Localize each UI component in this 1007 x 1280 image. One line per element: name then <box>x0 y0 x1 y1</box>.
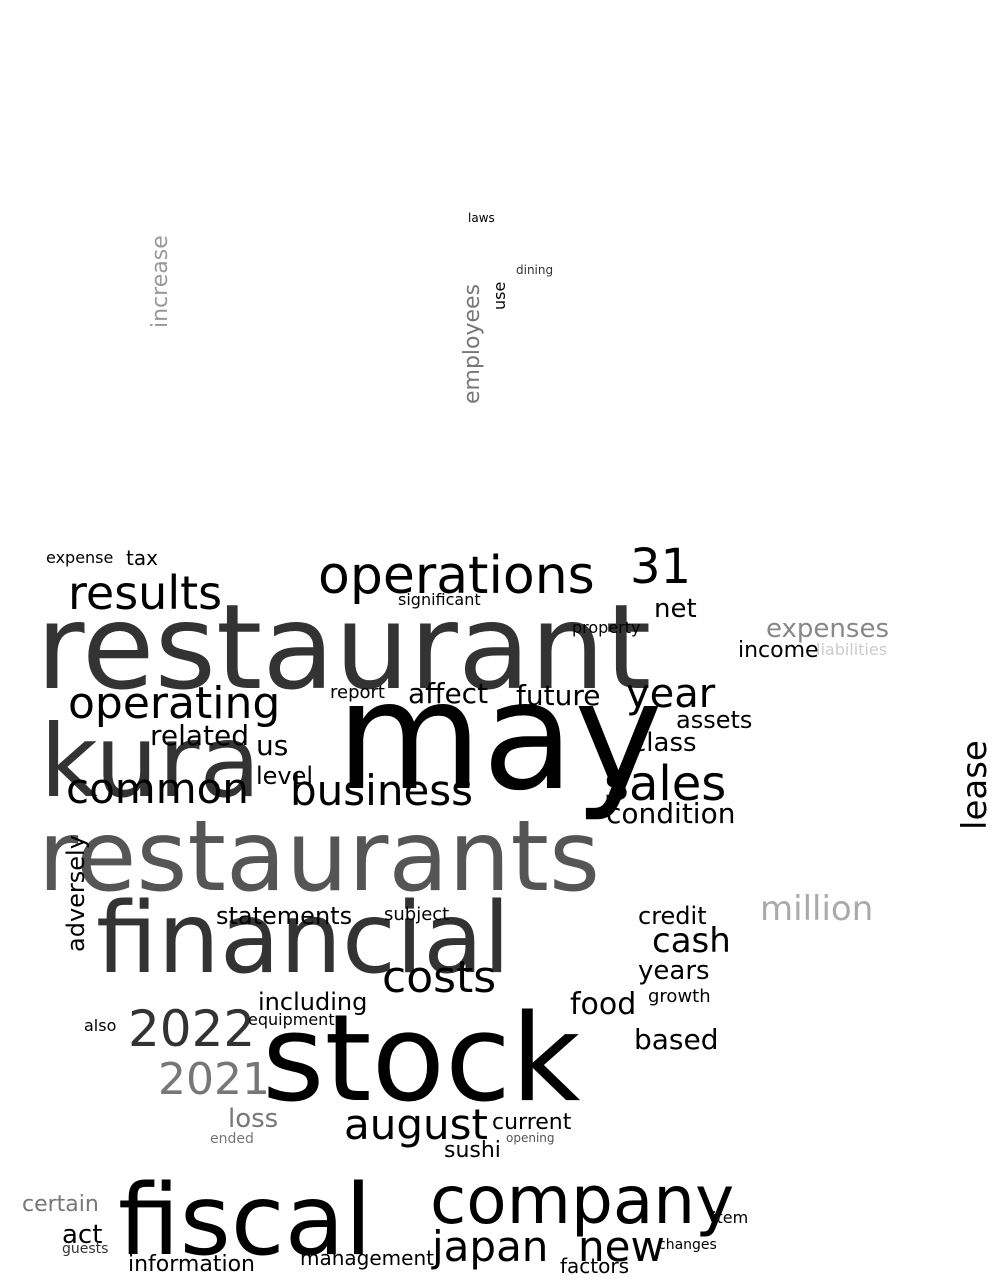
word-company: company <box>430 1162 735 1239</box>
word-employees: employees <box>460 283 485 404</box>
word-expense: expense <box>46 548 114 567</box>
word-equipment: equipment <box>248 1010 335 1029</box>
word-restaurants: restaurants <box>38 800 601 914</box>
word-based: based <box>634 1023 719 1056</box>
word-cash: cash <box>652 921 731 961</box>
word-operations: operations <box>318 546 595 606</box>
word-class: class <box>632 728 697 758</box>
word-2021: 2021 <box>158 1054 270 1105</box>
word-2022: 2022 <box>128 1000 256 1058</box>
word-act: act <box>62 1220 103 1250</box>
word-lease: lease <box>955 740 995 830</box>
word-income: income <box>738 638 819 663</box>
word-new: new <box>578 1222 665 1271</box>
word-sushi: sushi <box>444 1138 501 1163</box>
word-property: property <box>572 618 641 637</box>
word-year: year <box>626 671 716 717</box>
word-financial: financial <box>96 882 511 996</box>
word-credit: credit <box>638 902 707 930</box>
word-us: us <box>256 729 289 762</box>
word-information: information <box>128 1252 255 1277</box>
word-also: also <box>84 1016 117 1035</box>
word-kura: kura <box>40 703 261 820</box>
word-use: use <box>490 281 509 310</box>
word-31: 31 <box>630 539 692 595</box>
word-adversely: adversely <box>62 835 90 952</box>
word-tax: tax <box>126 546 158 570</box>
word-business: business <box>290 766 474 815</box>
word-statements: statements <box>216 902 353 930</box>
word-certain: certain <box>22 1192 99 1217</box>
word-laws: laws <box>468 211 495 225</box>
word-liabilities: liabilities <box>816 640 888 659</box>
word-results: results <box>68 566 223 620</box>
word-guests: guests <box>62 1241 109 1257</box>
word-restaurant: restaurant <box>36 578 652 716</box>
word-expenses: expenses <box>766 614 889 644</box>
word-loss: loss <box>228 1104 279 1134</box>
word-report: report <box>330 682 385 703</box>
word-item: item <box>712 1208 749 1227</box>
word-level: level <box>256 762 314 790</box>
word-may: may <box>336 650 663 824</box>
word-growth: growth <box>648 986 711 1007</box>
word-related: related <box>150 719 250 752</box>
word-august: august <box>344 1100 488 1149</box>
word-assets: assets <box>676 706 753 734</box>
word-changes: changes <box>658 1237 717 1253</box>
word-stock: stock <box>262 990 581 1129</box>
word-costs: costs <box>382 952 497 1003</box>
word-subject: subject <box>384 904 450 925</box>
word-condition: condition <box>606 797 736 830</box>
word-sales: sales <box>604 756 727 812</box>
word-ended: ended <box>210 1131 254 1147</box>
word-including: including <box>258 988 368 1016</box>
word-current: current <box>492 1110 572 1135</box>
word-operating: operating <box>68 678 281 729</box>
word-fiscal: fiscal <box>118 1164 372 1278</box>
word-increase: increase <box>148 235 173 328</box>
word-future: future <box>516 679 601 712</box>
word-significant: significant <box>398 590 481 609</box>
word-food: food <box>570 987 637 1022</box>
word-million: million <box>760 889 874 929</box>
word-management: management <box>300 1246 434 1270</box>
word-common: common <box>66 764 249 813</box>
word-net: net <box>654 594 697 624</box>
word-opening: opening <box>506 1131 555 1145</box>
word-affect: affect <box>408 677 489 710</box>
word-japan: japan <box>432 1222 549 1271</box>
word-dining: dining <box>516 263 554 277</box>
word-factors: factors <box>560 1254 630 1278</box>
word-years: years <box>638 956 710 986</box>
